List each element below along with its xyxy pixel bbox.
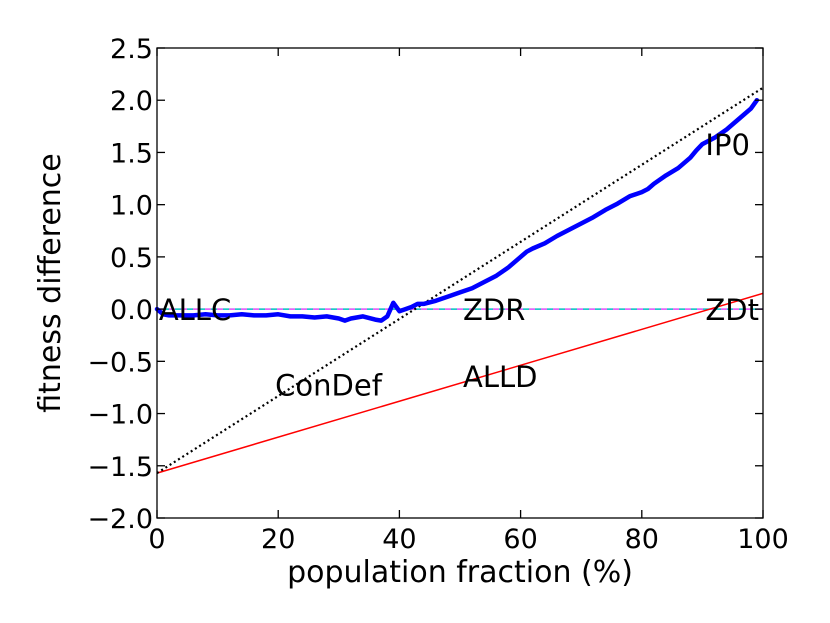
y-tick-label: 1.5 [110, 138, 153, 169]
y-axis-title: fitness difference [33, 153, 68, 413]
annotation-layer: ALLC ZDR ZDt IP0 ConDef ALLD [159, 128, 759, 402]
x-axis-title: population fraction (%) [287, 555, 633, 590]
y-tick-label: −1.5 [87, 452, 153, 483]
x-tick-label: 0 [148, 524, 165, 555]
plot-frame [156, 47, 764, 519]
annotation-alld: ALLD [463, 360, 537, 394]
y-tick-label: 2.5 [110, 34, 153, 65]
series-line-3 [156, 292, 764, 474]
series-layer [154, 86, 764, 475]
annotation-condef: ConDef [275, 368, 383, 402]
ticks-layer: 0 20 40 60 80 100 −2.0 −1.5 −1.0 −0.5 0.0 0.5 1.0 1.5… [87, 34, 788, 555]
y-tick-label: 0.5 [110, 243, 153, 274]
y-tick-label: −1.0 [87, 400, 153, 431]
annotation-zdr: ZDR [463, 293, 525, 327]
x-tick-label: 20 [261, 524, 295, 555]
annotation-ip0: IP0 [705, 128, 750, 162]
y-tick-label: 0.0 [110, 295, 153, 326]
x-tick-label: 40 [382, 524, 416, 555]
x-tick-label: 60 [503, 524, 537, 555]
annotation-zdt: ZDt [705, 293, 759, 327]
y-tick-label: −2.0 [87, 504, 153, 535]
series-line-1 [154, 97, 760, 323]
x-tick-label: 80 [625, 524, 659, 555]
annotation-allc: ALLC [159, 293, 231, 327]
x-tick-label: 100 [737, 524, 789, 555]
y-tick-label: −0.5 [87, 347, 153, 378]
y-tick-label: 1.0 [110, 191, 153, 222]
y-tick-label: 2.0 [110, 86, 153, 117]
